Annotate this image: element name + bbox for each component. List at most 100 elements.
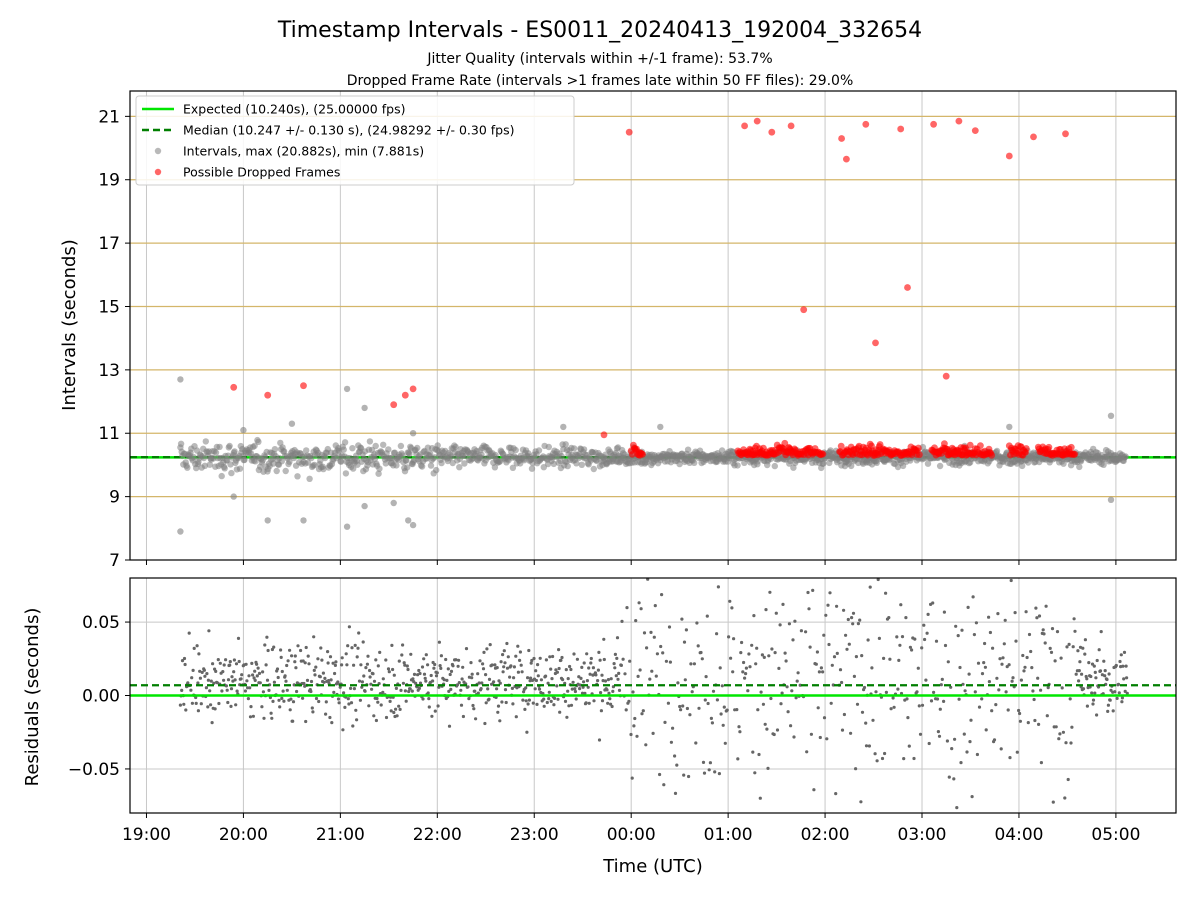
residual-point xyxy=(449,669,454,674)
residual-point xyxy=(653,604,657,608)
interval-point xyxy=(303,447,310,454)
dropped-frame-point xyxy=(988,451,996,459)
residual-point xyxy=(523,707,527,712)
residual-point xyxy=(506,655,510,659)
residual-point xyxy=(503,661,507,665)
residual-point xyxy=(204,686,208,690)
residual-point xyxy=(899,603,903,607)
residual-point xyxy=(1059,656,1063,660)
dropped-frame-point xyxy=(401,391,409,399)
residual-point xyxy=(454,658,458,662)
x-tick-label: 20:00 xyxy=(219,825,268,845)
residual-point xyxy=(197,652,201,656)
residual-point xyxy=(640,712,644,716)
residual-point xyxy=(659,644,663,649)
residuals-reference-lines xyxy=(130,684,1176,697)
residual-point xyxy=(351,724,355,728)
residual-point xyxy=(1118,659,1122,664)
residual-point xyxy=(431,679,435,683)
residual-point xyxy=(849,731,853,735)
residual-point xyxy=(410,689,414,693)
residual-point xyxy=(744,666,749,670)
residual-point xyxy=(961,682,965,686)
interval-point xyxy=(558,452,565,460)
residual-point xyxy=(221,670,225,674)
residual-point xyxy=(229,704,233,709)
residual-point xyxy=(812,788,816,792)
residual-point xyxy=(566,677,570,681)
residual-point xyxy=(490,663,494,667)
residual-point xyxy=(512,665,517,669)
residual-point xyxy=(1031,689,1035,693)
residual-point xyxy=(288,648,292,652)
residual-point xyxy=(727,635,731,639)
residual-point xyxy=(976,661,981,665)
interval-point xyxy=(1122,453,1129,460)
residual-point xyxy=(621,657,625,661)
residual-point xyxy=(481,662,485,666)
residual-point xyxy=(288,708,292,712)
interval-point xyxy=(1006,423,1013,431)
residual-point xyxy=(324,700,328,704)
residual-point xyxy=(1024,610,1028,614)
interval-point xyxy=(573,460,580,467)
residual-point xyxy=(329,678,333,682)
residual-point xyxy=(514,715,518,719)
residual-point xyxy=(411,677,415,681)
residual-point xyxy=(997,688,1001,692)
residual-point xyxy=(518,650,523,654)
residual-point xyxy=(340,656,344,660)
interval-point xyxy=(264,517,271,524)
residual-point xyxy=(392,710,396,715)
residual-point xyxy=(497,679,501,683)
residual-point xyxy=(1030,666,1034,670)
dropped-frame-point xyxy=(1071,450,1079,458)
residual-point xyxy=(535,702,539,707)
residual-point xyxy=(480,681,484,685)
residual-point xyxy=(601,679,605,683)
residual-point xyxy=(422,672,427,676)
residual-point xyxy=(580,665,584,670)
residual-point xyxy=(230,675,234,679)
residual-point xyxy=(912,756,916,761)
residual-point xyxy=(876,577,880,582)
residual-point xyxy=(599,709,604,713)
residual-point xyxy=(936,730,941,734)
residual-point xyxy=(1063,796,1067,800)
residual-point xyxy=(877,636,882,641)
interval-point xyxy=(382,460,389,467)
residual-point xyxy=(343,705,347,710)
residual-point xyxy=(906,716,910,720)
residual-point xyxy=(888,657,892,661)
dropped-frame-point xyxy=(837,442,845,450)
residual-point xyxy=(939,683,943,687)
residual-point xyxy=(263,643,267,647)
residual-point xyxy=(260,705,264,709)
residual-point xyxy=(384,658,388,662)
residual-point xyxy=(713,770,717,774)
residual-point xyxy=(500,700,504,704)
residual-point xyxy=(192,646,196,651)
residual-point xyxy=(336,680,340,684)
residual-point xyxy=(501,670,505,674)
interval-point xyxy=(578,461,585,468)
residual-point xyxy=(938,707,942,711)
residual-point xyxy=(602,657,606,662)
residual-point xyxy=(547,697,551,701)
interval-point xyxy=(570,445,578,452)
residual-point xyxy=(1073,629,1077,633)
residuals-y-tick-label: 0.00 xyxy=(82,687,120,707)
residual-point xyxy=(200,670,204,675)
residual-point xyxy=(844,633,848,637)
residual-point xyxy=(409,652,413,656)
residual-point xyxy=(398,707,402,712)
residual-point xyxy=(1090,691,1094,695)
residual-point xyxy=(699,650,703,655)
residual-point xyxy=(359,663,363,667)
residual-point xyxy=(804,630,808,634)
residual-point xyxy=(1080,672,1084,676)
interval-point xyxy=(684,446,692,453)
residual-point xyxy=(277,698,281,702)
residual-point xyxy=(994,703,998,707)
residual-point xyxy=(942,699,946,704)
